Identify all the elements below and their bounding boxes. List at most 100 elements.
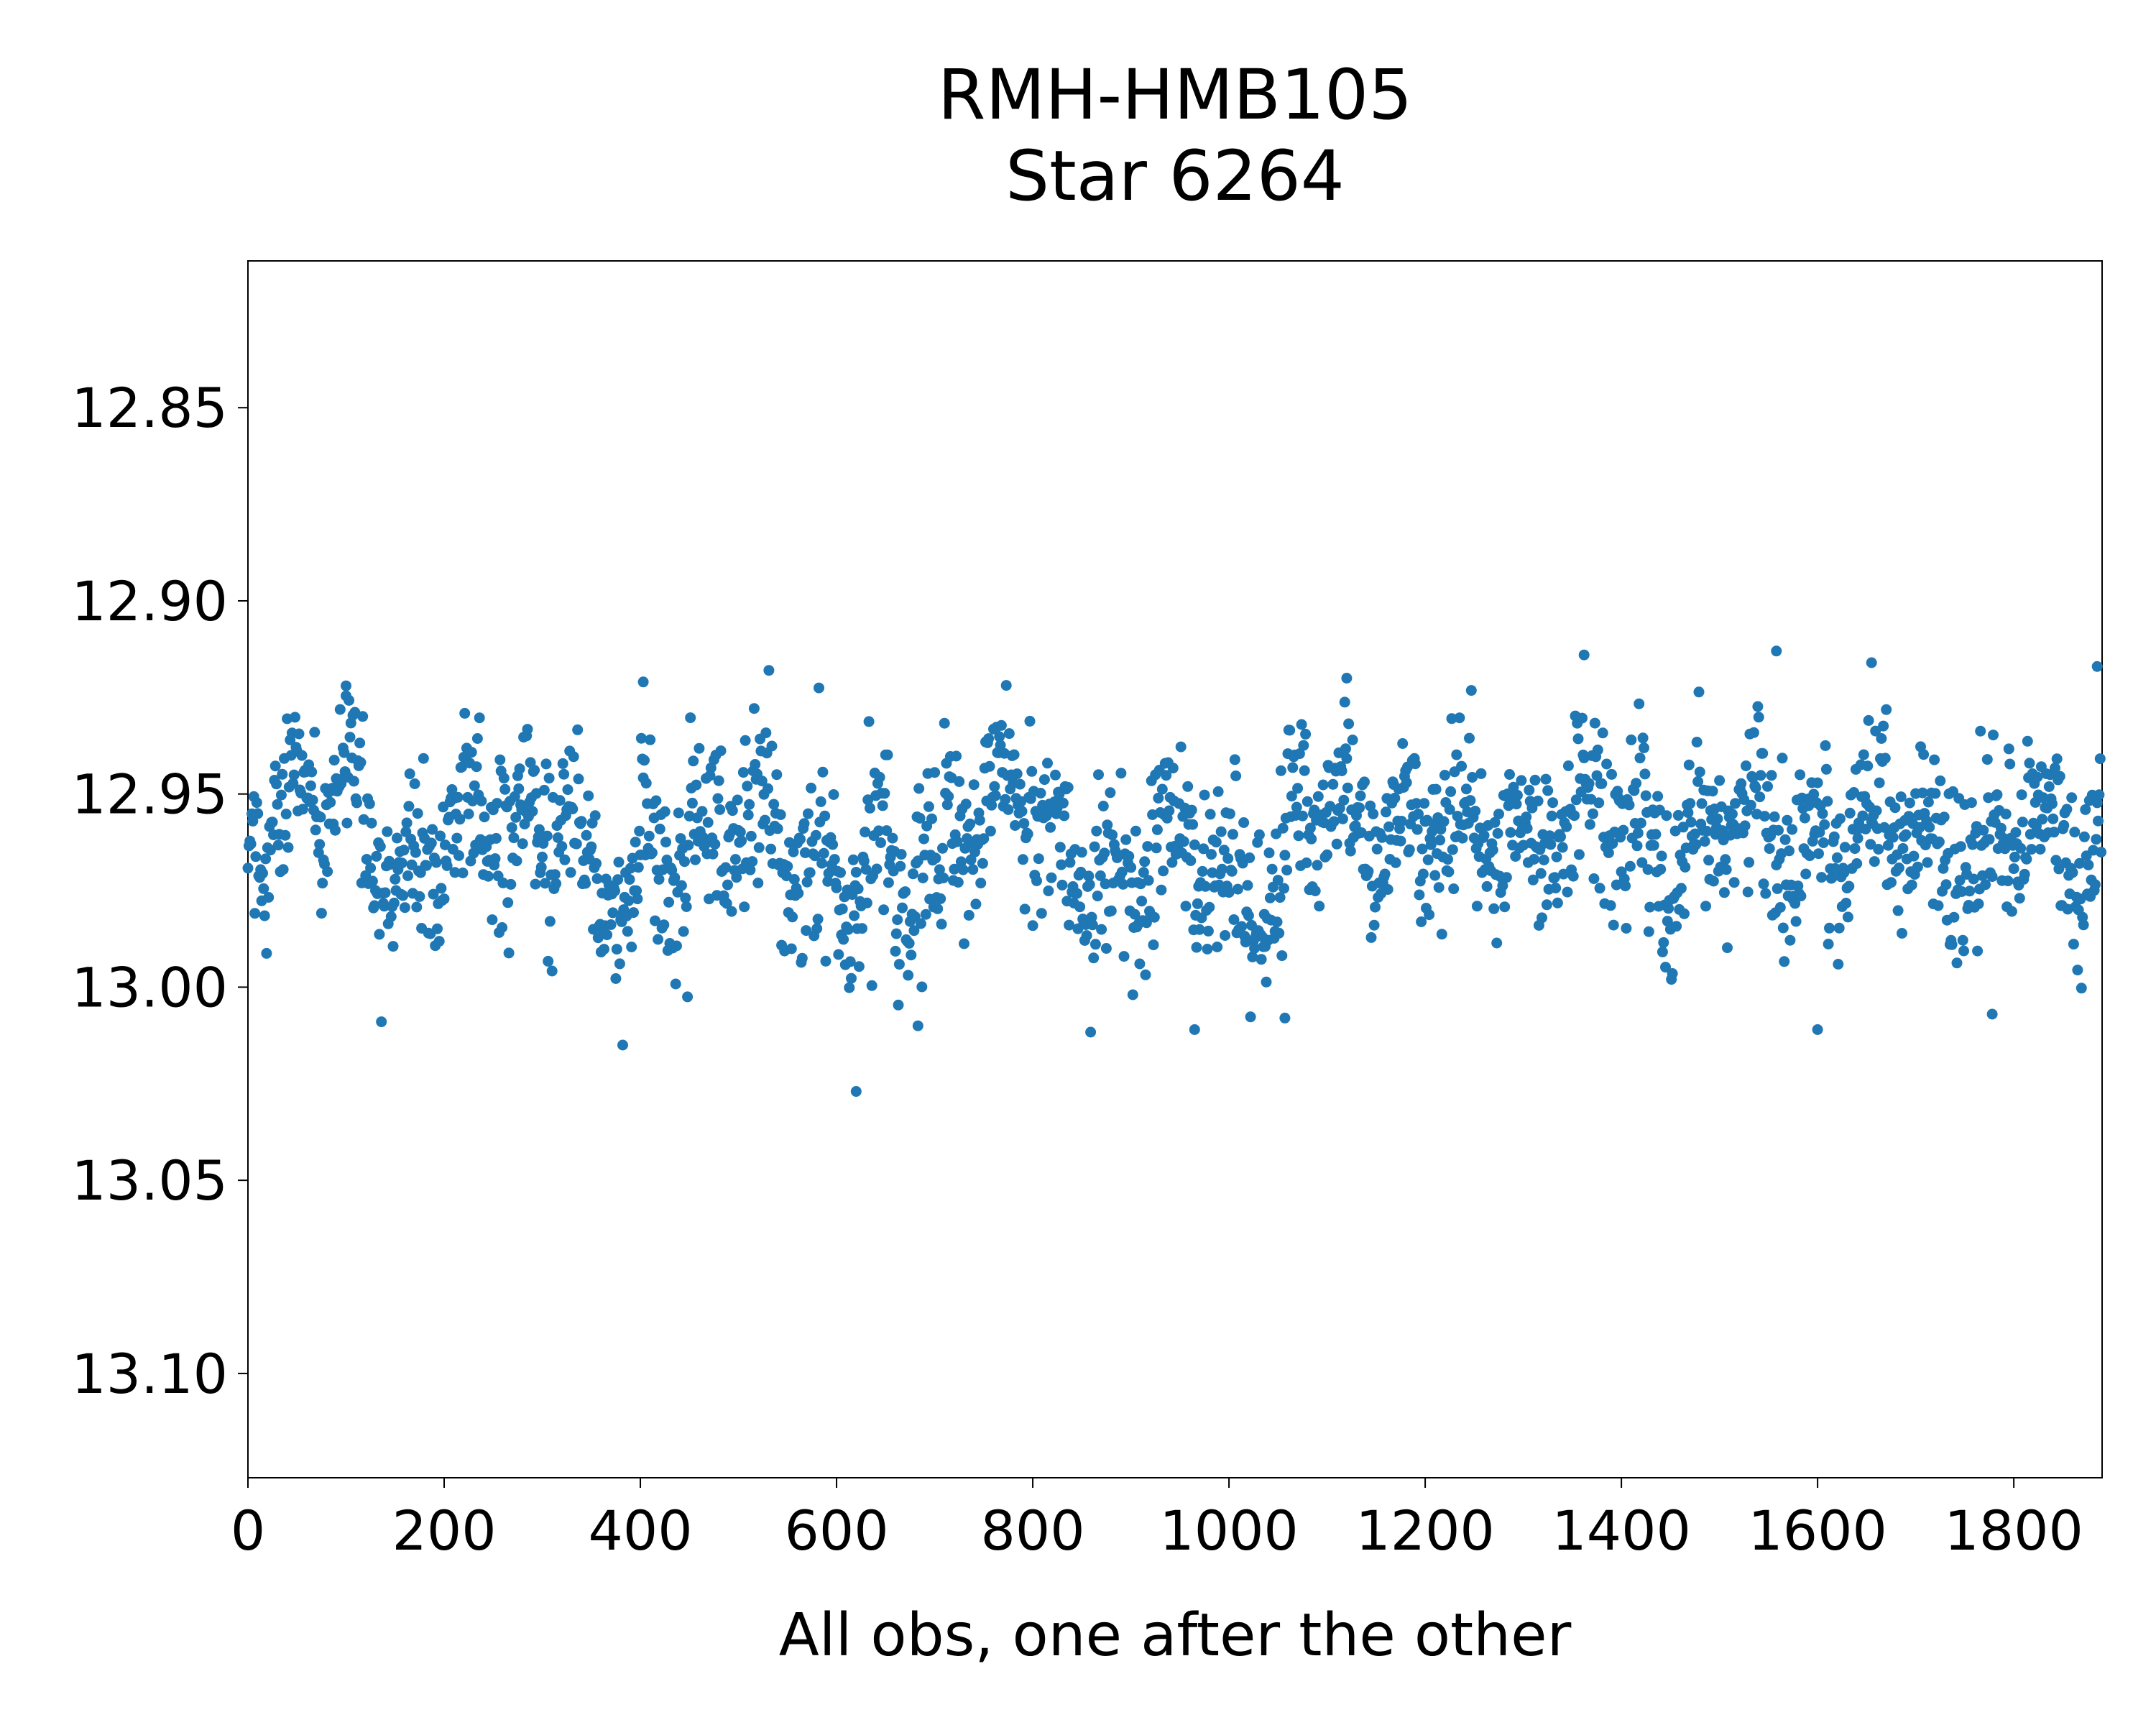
data-point — [736, 835, 747, 847]
data-point — [1680, 862, 1691, 873]
data-point — [1849, 843, 1861, 855]
data-point — [1263, 847, 1275, 859]
data-point — [913, 783, 925, 794]
data-point — [646, 847, 658, 858]
data-point — [654, 823, 665, 834]
data-point — [1964, 886, 1976, 897]
data-point — [1935, 775, 1946, 786]
data-point — [850, 867, 862, 878]
data-point — [1134, 958, 1146, 970]
data-point — [446, 784, 458, 795]
data-point — [828, 789, 839, 800]
data-point — [920, 908, 931, 920]
data-point — [441, 860, 453, 871]
data-point — [1857, 810, 1869, 822]
data-point — [1238, 817, 1250, 828]
data-point — [887, 832, 898, 844]
data-point — [1244, 852, 1256, 863]
data-point — [1908, 850, 1920, 862]
data-point — [1978, 824, 1989, 836]
data-point — [1760, 888, 1772, 899]
data-point — [1866, 657, 1877, 668]
data-point — [355, 757, 367, 768]
data-point — [1156, 884, 1167, 896]
data-point — [1343, 718, 1355, 730]
data-point — [1743, 857, 1755, 868]
data-point — [334, 704, 346, 715]
data-point — [1577, 712, 1588, 724]
data-point — [1314, 901, 1325, 912]
data-point — [1089, 939, 1101, 950]
data-point — [344, 694, 355, 706]
data-point — [1294, 748, 1305, 760]
data-point — [748, 703, 760, 714]
data-point — [1527, 874, 1539, 886]
data-point — [1242, 880, 1253, 891]
data-point — [411, 901, 423, 913]
data-point — [1038, 774, 1050, 786]
data-point — [895, 849, 907, 860]
data-point — [768, 799, 780, 810]
data-point — [1930, 788, 1941, 799]
data-point — [2091, 834, 2102, 845]
data-point — [1138, 867, 1149, 878]
data-point — [540, 758, 552, 770]
data-point — [908, 868, 918, 880]
data-point — [1189, 839, 1200, 850]
data-point — [457, 868, 469, 878]
data-point — [1279, 1012, 1291, 1024]
data-point — [1300, 728, 1312, 740]
data-point — [714, 804, 726, 815]
data-point — [974, 814, 985, 826]
data-point — [1194, 924, 1205, 935]
data-point — [1812, 777, 1823, 788]
data-point — [1166, 857, 1178, 868]
data-point — [1097, 801, 1109, 811]
data-point — [1827, 872, 1838, 883]
data-point — [1876, 733, 1887, 744]
data-point — [1828, 831, 1840, 842]
data-point — [2021, 853, 2032, 865]
data-point — [1510, 851, 1521, 862]
data-point — [1748, 727, 1759, 738]
data-point — [1024, 715, 1036, 727]
data-point — [1799, 812, 1810, 824]
data-point — [418, 753, 429, 764]
data-point — [369, 900, 380, 911]
data-point — [1413, 809, 1424, 820]
data-point — [1072, 888, 1082, 899]
data-point — [1296, 719, 1307, 730]
data-point — [696, 806, 708, 817]
data-point — [1497, 880, 1508, 891]
data-point — [2022, 735, 2033, 747]
data-point — [918, 833, 929, 845]
data-point — [1657, 946, 1668, 957]
data-point — [379, 901, 390, 912]
data-point — [795, 834, 806, 845]
data-point — [782, 860, 793, 872]
data-point — [572, 724, 584, 735]
data-point — [809, 850, 821, 862]
data-point — [1726, 809, 1738, 819]
data-point — [835, 867, 846, 878]
data-point — [827, 839, 839, 850]
data-point — [786, 943, 797, 954]
data-point — [801, 925, 812, 937]
data-point — [1504, 769, 1515, 780]
data-point — [1274, 892, 1286, 903]
data-point — [1185, 855, 1197, 866]
data-point — [510, 811, 522, 823]
data-point — [1202, 944, 1213, 954]
data-point — [1281, 865, 1293, 876]
data-point — [250, 851, 262, 862]
data-point — [1064, 919, 1075, 931]
data-point — [1035, 788, 1046, 799]
data-point — [1056, 879, 1068, 891]
data-point — [2078, 831, 2090, 842]
data-point — [344, 732, 356, 743]
data-point — [688, 755, 699, 767]
data-point — [1444, 804, 1455, 815]
x-tick-label: 1800 — [1944, 1499, 2083, 1563]
data-point — [1591, 770, 1603, 781]
data-point — [1336, 765, 1348, 776]
